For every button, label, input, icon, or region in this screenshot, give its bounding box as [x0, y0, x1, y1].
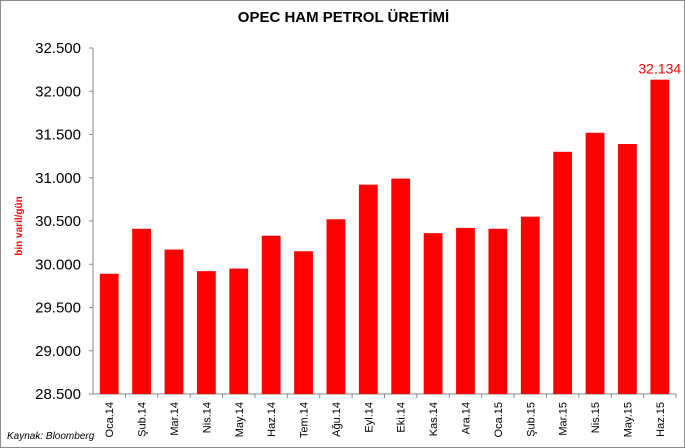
x-tick-label: May.15 — [622, 402, 634, 437]
y-tick-label: 31.000 — [35, 170, 81, 187]
bar — [164, 249, 184, 394]
x-tick-label: Ara.14 — [460, 402, 472, 434]
x-tick-label: Ağu.14 — [331, 402, 343, 437]
bar — [261, 235, 281, 394]
x-tick-label: Haz.15 — [655, 402, 667, 437]
x-tick-label: May.14 — [234, 402, 246, 437]
bar — [456, 227, 475, 394]
bar — [99, 273, 119, 394]
bar — [326, 219, 346, 394]
bar — [488, 228, 508, 394]
y-tick-label: 32.500 — [35, 40, 81, 57]
x-tick-label: Mar.14 — [169, 402, 181, 436]
data-label: 32.134 — [638, 61, 681, 77]
source-note: Kaynak: Bloomberg — [7, 431, 95, 442]
y-tick-label: 30.500 — [35, 213, 81, 230]
y-tick-label: 31.500 — [35, 127, 81, 144]
x-tick-label: Kas.14 — [428, 402, 440, 436]
bar — [358, 184, 378, 394]
bar — [391, 178, 411, 394]
x-tick-label: Nis.15 — [590, 402, 602, 433]
bar — [132, 228, 151, 394]
x-tick-label: Tem.14 — [299, 402, 311, 438]
bar — [585, 132, 605, 394]
x-tick-label: Haz.14 — [266, 402, 278, 437]
y-tick-label: 29.000 — [35, 343, 81, 360]
y-tick-label: 30.000 — [35, 256, 81, 273]
y-tick-label: 28.500 — [35, 386, 81, 403]
bar — [520, 216, 540, 394]
x-tick-label: Oca.14 — [104, 402, 116, 437]
bar — [294, 251, 313, 394]
x-tick-label: Eki.14 — [396, 402, 408, 433]
x-tick-label: Eyl.14 — [363, 402, 375, 433]
y-tick-label: 32.000 — [35, 83, 81, 100]
x-tick-label: Mar.15 — [558, 402, 570, 436]
bar — [553, 151, 573, 394]
x-tick-label: Şub.15 — [525, 402, 537, 437]
y-axis-title: bin varil/gün — [14, 196, 25, 255]
x-tick-label: Oca.15 — [493, 402, 505, 437]
y-tick-label: 29.500 — [35, 300, 81, 317]
bar — [229, 268, 249, 394]
x-tick-label: Nis.14 — [201, 402, 213, 433]
bar — [423, 233, 443, 394]
bar — [618, 144, 637, 394]
bar — [196, 271, 216, 394]
x-tick-label: Şub.14 — [137, 402, 149, 437]
bar — [650, 79, 670, 394]
chart-title: OPEC HAM PETROL ÜRETİMİ — [237, 9, 450, 26]
